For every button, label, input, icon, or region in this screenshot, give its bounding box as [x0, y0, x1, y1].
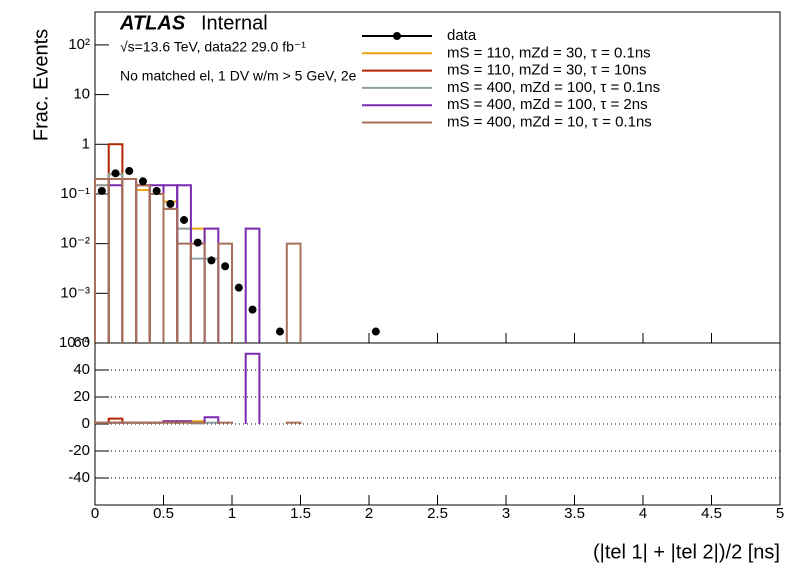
y-tick-label: 10⁻² [60, 235, 90, 252]
histogram-bin [162, 200, 179, 343]
histogram-bin [121, 178, 138, 343]
data-point [207, 256, 216, 265]
histogram-bin [176, 227, 192, 343]
atlas-suffix: Internal [201, 12, 268, 34]
histogram-bin [162, 207, 179, 343]
histogram-bin [121, 178, 138, 343]
y-tick-label: 0 [82, 415, 90, 432]
histogram-bin [107, 173, 124, 343]
data-point [166, 199, 175, 208]
histogram-bin [217, 242, 233, 343]
histogram-bin [107, 184, 124, 343]
x-tick-label: 2 [365, 505, 373, 522]
y-tick-label: 20 [73, 388, 90, 405]
x-tick-label: 1.5 [290, 505, 311, 522]
data-point [97, 186, 106, 195]
histogram-bin [189, 421, 206, 424]
histogram-bin [135, 184, 151, 343]
data-point [125, 166, 134, 175]
histogram-bin [94, 184, 110, 343]
x-tick-label: 4.5 [701, 505, 722, 522]
legend-marker [393, 32, 401, 40]
data-point [234, 283, 243, 292]
histogram-bin [107, 417, 124, 424]
histogram-bin [148, 192, 165, 343]
y-tick-label: 10⁻⁴ [59, 334, 90, 351]
x-axis-label: (|tel 1| + |tel 2|)/2 [ns] [593, 541, 780, 563]
histogram-bin [121, 178, 138, 343]
x-tick-label: 2.5 [427, 505, 448, 522]
legend-label: data [447, 27, 477, 44]
histogram-bin [244, 352, 261, 424]
histogram-bin [135, 184, 151, 343]
subtitle: √s=13.6 TeV, data22 29.0 fb⁻¹ [120, 39, 306, 55]
y-tick-label: 10² [68, 36, 90, 53]
y-tick-label: -40 [68, 469, 90, 486]
data-point [111, 169, 120, 178]
y-tick-label: 1 [82, 135, 90, 152]
legend-label: mS = 400, mZd = 100, τ = 0.1ns [447, 79, 660, 96]
atlas-label: ATLAS [119, 12, 186, 34]
histogram-bin [203, 416, 220, 424]
data-point [138, 177, 147, 186]
annotation: No matched el, 1 DV w/m > 5 GeV, 2e [120, 68, 357, 84]
x-tick-label: 1 [228, 505, 236, 522]
data-point [248, 305, 257, 314]
histogram-bin [176, 184, 192, 343]
x-tick-label: 0.5 [153, 505, 174, 522]
legend-label: mS = 110, mZd = 30, τ = 0.1ns [447, 44, 651, 61]
histogram-bin [162, 207, 179, 343]
histogram-bin [135, 189, 151, 343]
legend-label: mS = 400, mZd = 100, τ = 2ns [447, 96, 648, 113]
histogram-bin [244, 227, 261, 343]
x-tick-label: 0 [91, 505, 99, 522]
histogram-bin [176, 242, 192, 343]
histogram-bin [135, 184, 151, 343]
y-tick-label: 10 [73, 86, 90, 103]
data-point [180, 215, 189, 224]
histogram-bin [107, 178, 124, 343]
histogram-bin [176, 227, 192, 343]
y-tick-label: 60 [73, 334, 90, 351]
x-tick-label: 4 [639, 505, 647, 522]
x-tick-label: 3 [502, 505, 510, 522]
data-point [152, 186, 161, 195]
data-point [221, 262, 230, 271]
y-tick-label: 10⁻³ [60, 284, 90, 301]
histogram-bin [148, 192, 165, 343]
histogram-bin [121, 421, 138, 424]
data-point [371, 327, 380, 336]
top-frame [94, 11, 781, 344]
x-tick-label: 3.5 [564, 505, 585, 522]
y-tick-label: 40 [73, 361, 90, 378]
legend-label: mS = 400, mZd = 10, τ = 0.1ns [447, 113, 652, 130]
histogram-bin [189, 257, 206, 343]
data-point [193, 238, 202, 247]
histogram-bin [285, 421, 302, 424]
histogram-bin [94, 184, 110, 343]
histogram-bin [121, 178, 138, 343]
data-point [275, 327, 284, 336]
histogram-bin [94, 178, 110, 343]
histogram-bin [148, 192, 165, 343]
histogram-bin [148, 184, 165, 343]
y-axis-label: Frac. Events [30, 29, 52, 141]
x-tick-label: 5 [776, 505, 784, 522]
histogram-bin [203, 257, 220, 343]
histogram-bin [203, 227, 220, 343]
legend-label: mS = 110, mZd = 30, τ = 10ns [447, 62, 647, 79]
histogram-bin [217, 421, 233, 424]
histogram-bin [107, 173, 124, 343]
histogram-bin [285, 242, 302, 343]
y-tick-label: 10⁻¹ [60, 185, 90, 202]
y-tick-label: -20 [68, 442, 90, 459]
